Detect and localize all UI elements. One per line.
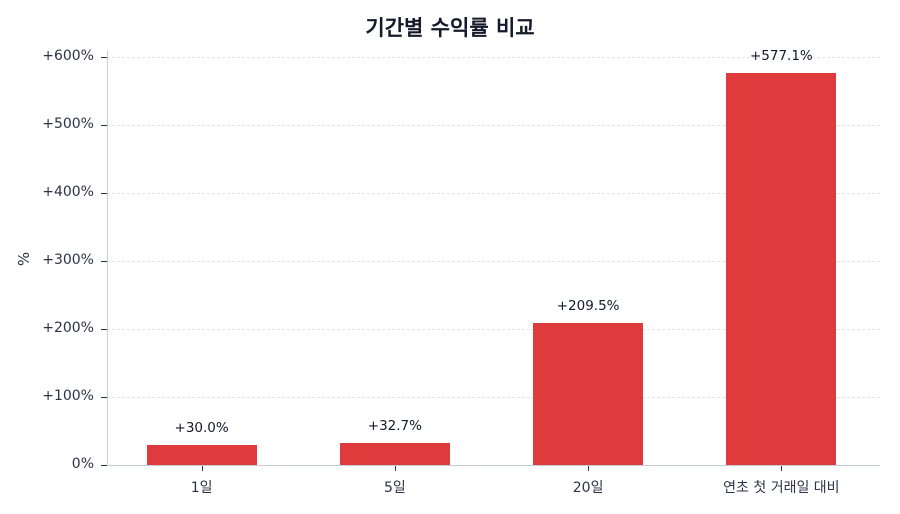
y-tick-label: 0% bbox=[71, 456, 94, 472]
bar-20d bbox=[533, 322, 644, 465]
bar-1d bbox=[146, 444, 257, 465]
bar-value-label: +32.7% bbox=[367, 417, 422, 434]
y-tick-label: +100% bbox=[42, 388, 94, 404]
x-tick-mark bbox=[394, 466, 396, 471]
gridline bbox=[107, 397, 880, 398]
y-tick-mark bbox=[101, 57, 107, 58]
y-tick-label: +200% bbox=[42, 320, 94, 336]
y-tick-mark bbox=[101, 329, 107, 330]
x-tick-mark bbox=[201, 466, 203, 471]
gridline bbox=[107, 329, 880, 330]
y-tick-mark bbox=[101, 193, 107, 194]
y-tick-mark bbox=[101, 125, 107, 126]
bar-ytd bbox=[726, 72, 837, 465]
gridline bbox=[107, 57, 880, 58]
x-tick-mark bbox=[588, 466, 590, 471]
x-tick-label: 연초 첫 거래일 대비 bbox=[723, 480, 840, 496]
x-tick-label: 1일 bbox=[190, 480, 213, 496]
y-tick-label: +600% bbox=[42, 48, 94, 64]
bar-value-label: +577.1% bbox=[749, 47, 813, 64]
y-tick-mark bbox=[101, 397, 107, 398]
y-axis-line bbox=[107, 50, 108, 466]
y-axis-label: % bbox=[15, 251, 33, 267]
y-tick-label: +500% bbox=[42, 116, 94, 132]
y-tick-label: +300% bbox=[42, 252, 94, 268]
x-tick-label: 5일 bbox=[383, 480, 406, 496]
gridline bbox=[107, 193, 880, 194]
bar-value-label: +209.5% bbox=[556, 297, 620, 314]
x-tick-mark bbox=[781, 466, 783, 471]
x-tick-label: 20일 bbox=[572, 480, 604, 496]
gridline bbox=[107, 125, 880, 126]
y-tick-label: +400% bbox=[42, 184, 94, 200]
y-tick-mark bbox=[101, 261, 107, 262]
bar-5d bbox=[339, 442, 450, 465]
bar-value-label: +30.0% bbox=[174, 419, 229, 436]
y-tick-mark bbox=[101, 465, 107, 466]
chart-title: 기간별 수익률 비교 bbox=[365, 16, 535, 40]
gridline bbox=[107, 261, 880, 262]
x-axis-line bbox=[107, 465, 880, 466]
